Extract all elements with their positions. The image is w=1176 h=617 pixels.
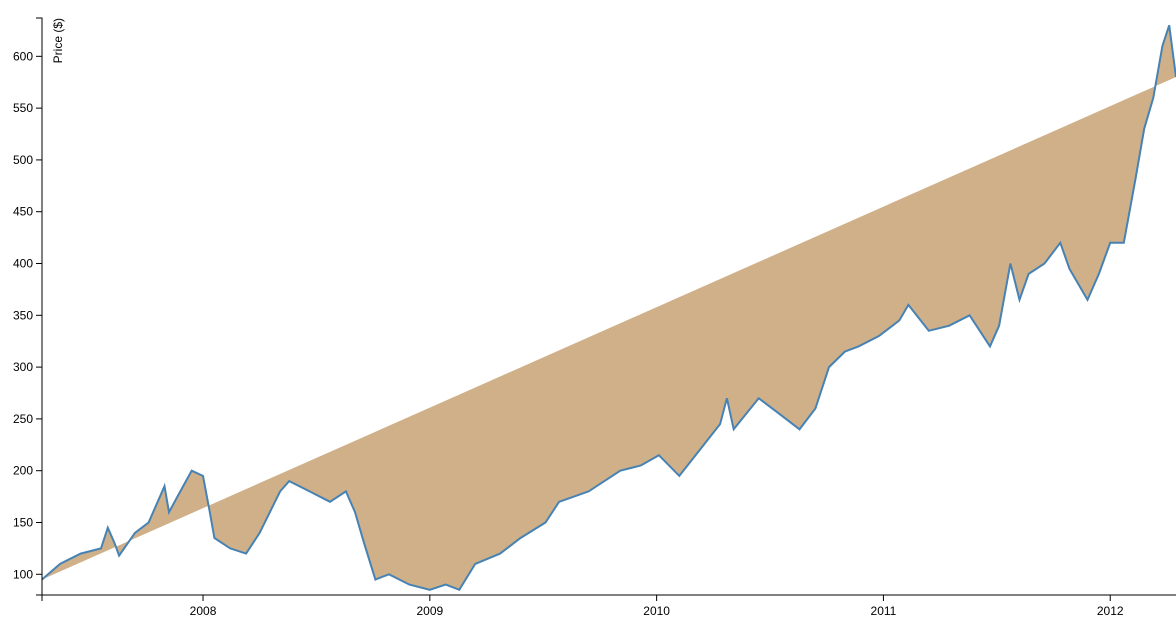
- y-tick-label: 150: [13, 515, 33, 529]
- x-tick-label: 2010: [643, 604, 670, 617]
- y-tick-label: 550: [13, 101, 33, 115]
- x-tick-label: 2011: [871, 604, 897, 617]
- x-axis: [41, 594, 1176, 601]
- y-tick-label: 400: [13, 257, 33, 271]
- y-tick-label: 350: [13, 308, 33, 322]
- y-tick-label: 300: [13, 360, 33, 374]
- area-fill: [42, 25, 1176, 590]
- y-tick-label: 200: [13, 464, 33, 478]
- y-axis-label: Price ($): [51, 18, 65, 63]
- y-axis: [36, 17, 43, 596]
- x-tick-label: 2012: [1097, 604, 1124, 617]
- x-tick-label: 2008: [190, 604, 217, 617]
- price-line: [41, 24, 1176, 592]
- x-tick-label: 2009: [416, 604, 443, 617]
- y-tick-label: 500: [13, 153, 33, 167]
- y-tick-label: 250: [13, 412, 33, 426]
- y-tick-label: 450: [13, 205, 33, 219]
- y-tick-label: 100: [13, 567, 33, 581]
- y-tick-label: 600: [13, 49, 33, 63]
